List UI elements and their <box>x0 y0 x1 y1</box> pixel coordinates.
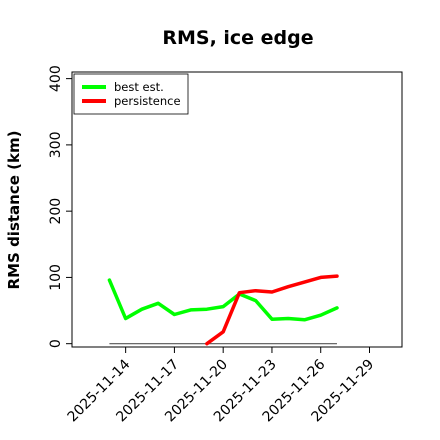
axis-layer: 01002003004002025-11-142025-11-172025-11… <box>48 65 377 425</box>
y-tick-label: 200 <box>48 198 64 225</box>
legend-box <box>73 73 189 115</box>
legend-label-best-est: best est. <box>114 80 164 94</box>
legend: best est. persistence <box>73 73 189 115</box>
y-tick-label: 0 <box>48 339 64 348</box>
series-layer <box>107 274 339 346</box>
legend-label-persistence: persistence <box>114 94 181 108</box>
y-tick-label: 300 <box>48 132 64 159</box>
y-tick-label: 100 <box>48 264 64 291</box>
chart-title: RMS, ice edge <box>162 27 313 49</box>
y-tick-label: 400 <box>48 65 64 92</box>
y-axis-label: RMS distance (km) <box>5 131 23 290</box>
plot-frame <box>71 71 403 348</box>
series-line-persistence <box>205 274 339 346</box>
series-line-best-est- <box>107 278 339 322</box>
